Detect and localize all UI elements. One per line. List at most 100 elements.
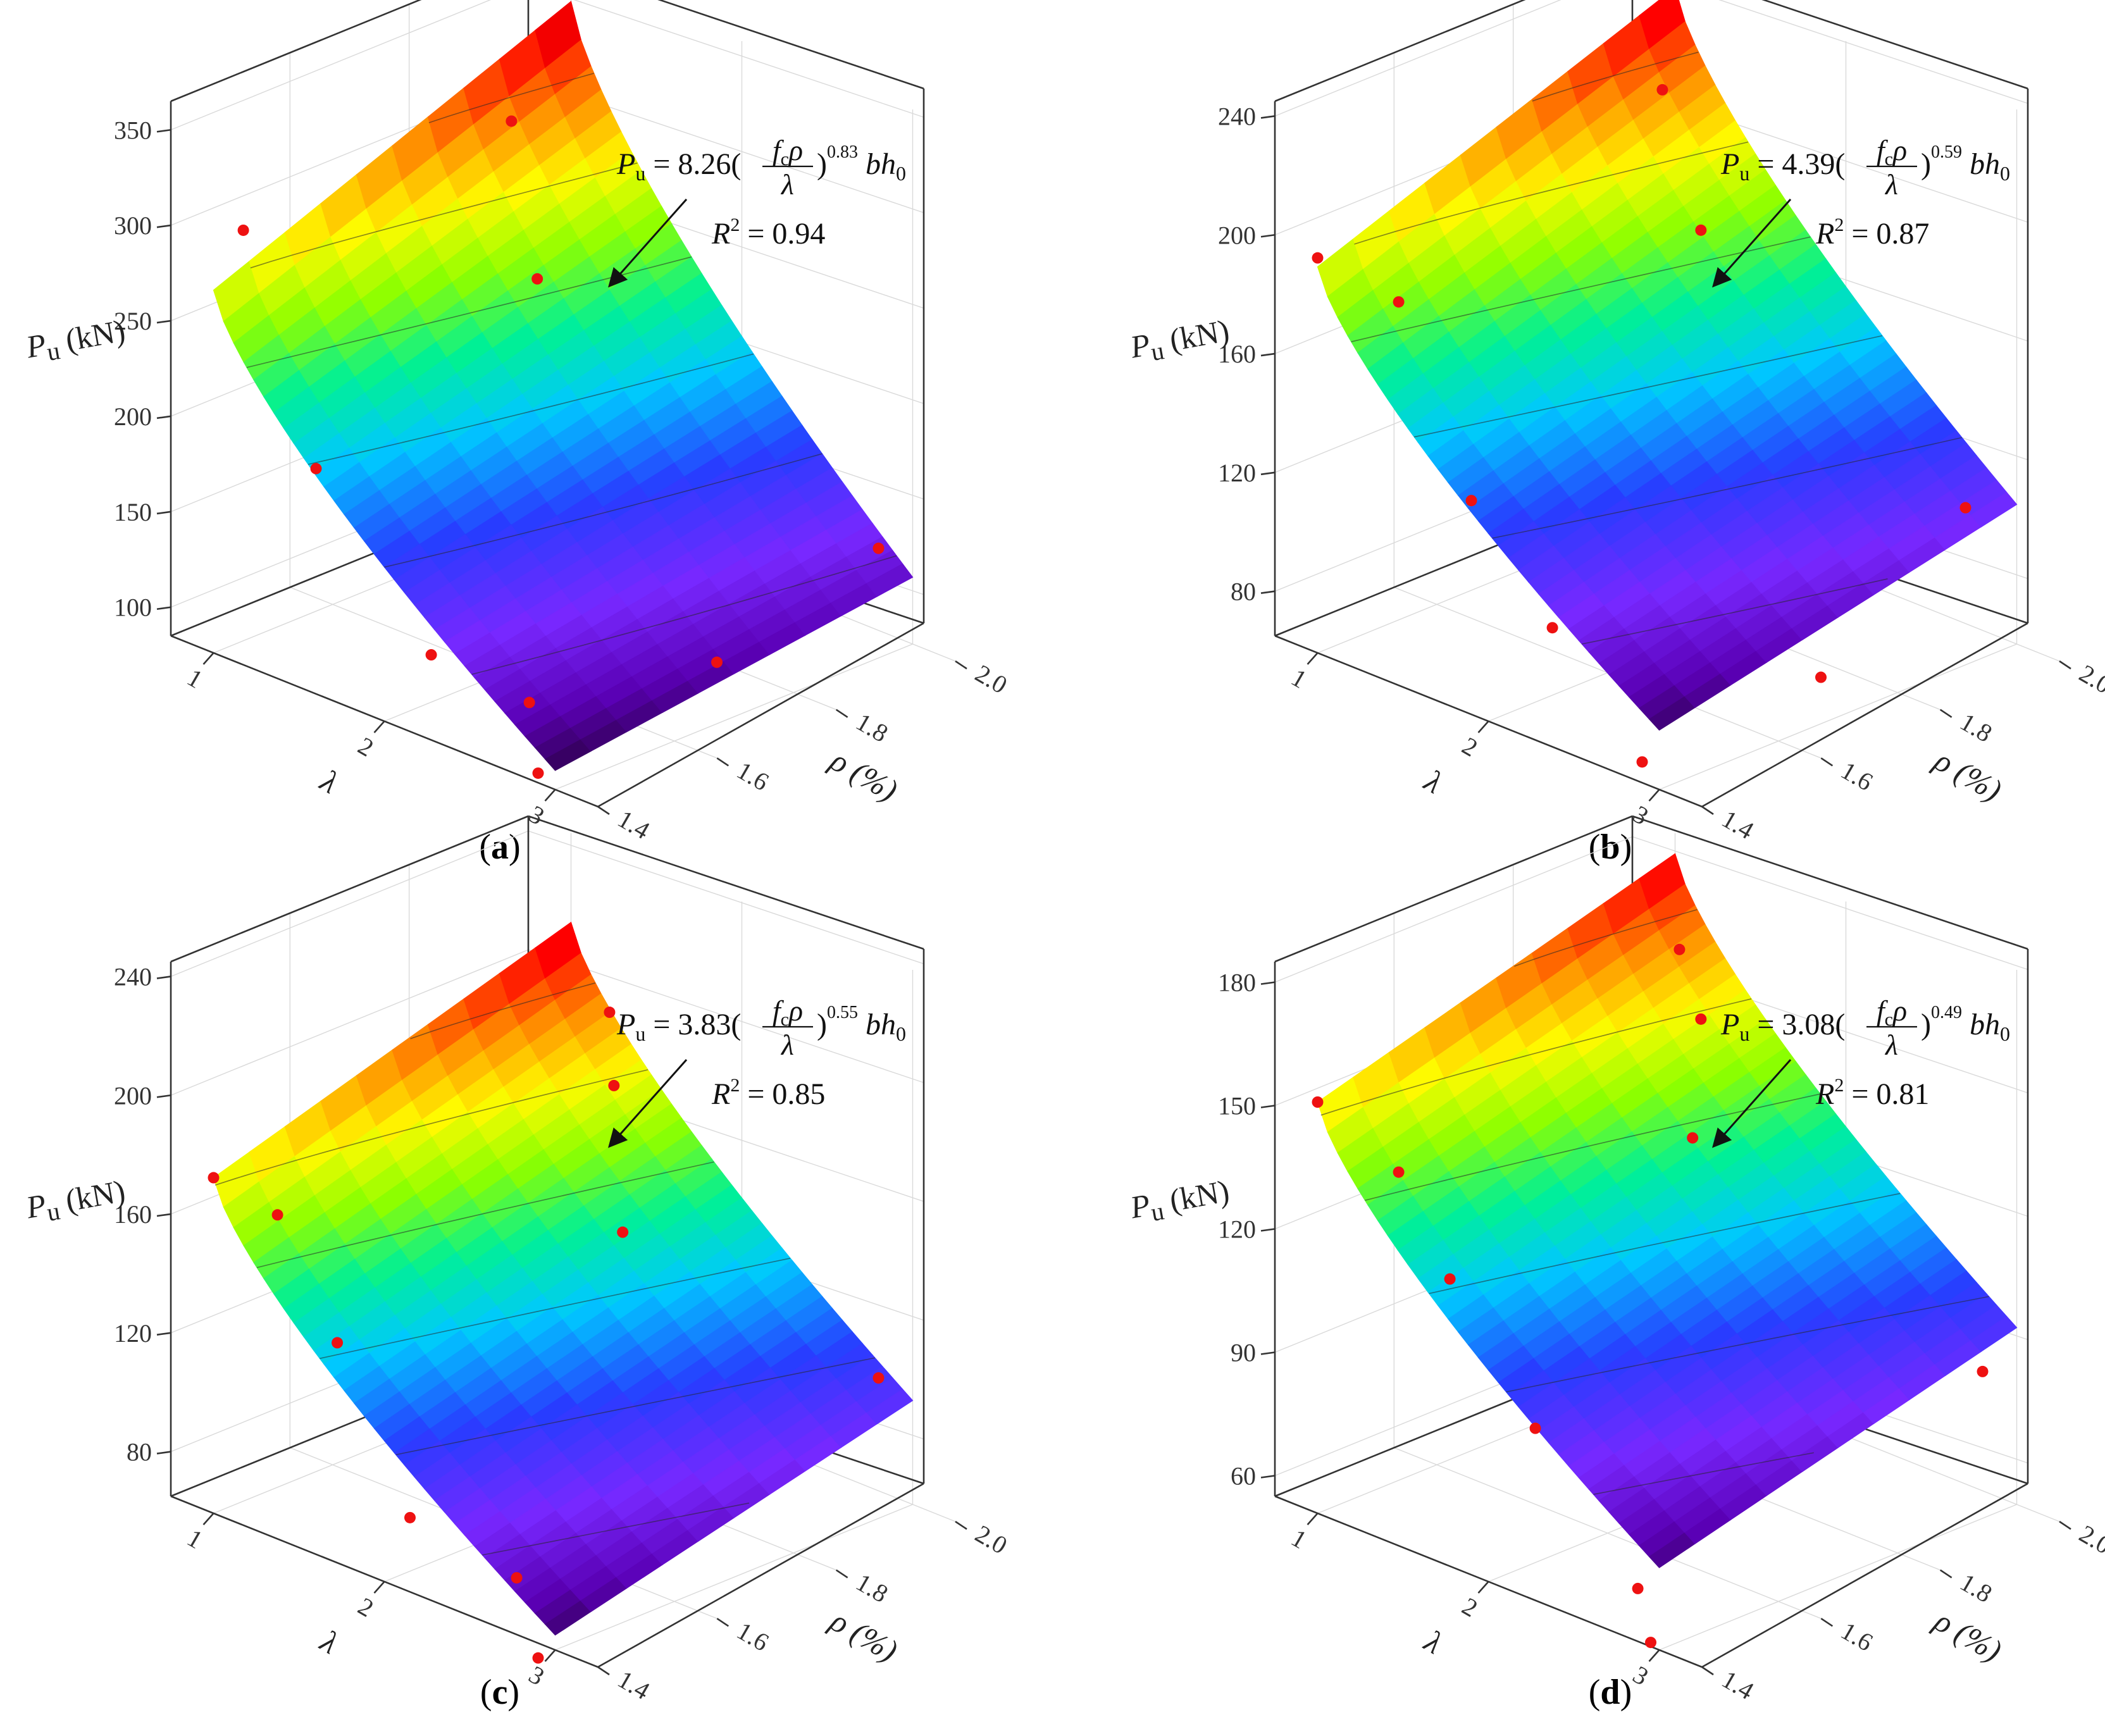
z-tick (156, 415, 171, 419)
axis-line (1274, 0, 1526, 102)
y-tick-label: 1.8 (1956, 707, 1997, 748)
y-tick-label: 1.4 (1717, 804, 1759, 845)
y-tick-label: 1.4 (613, 804, 655, 845)
y-tick-label: 2.0 (2075, 1519, 2105, 1559)
data-point (523, 697, 535, 709)
data-point (1673, 943, 1686, 955)
surface-patch (1970, 492, 2018, 528)
surface-contour (1492, 437, 1963, 539)
surface-contour (250, 162, 638, 269)
z-tick (156, 976, 171, 979)
x-tick-label: 1 (182, 663, 208, 694)
y-tick (1820, 1618, 1834, 1627)
z-tick-label: 180 (1218, 969, 1256, 997)
x-tick (1648, 1649, 1660, 1662)
data-point (604, 1007, 616, 1019)
x-tick-label: 2 (353, 731, 378, 762)
surface-contour (1429, 1193, 1901, 1294)
surface-contour (1351, 236, 1811, 342)
surface-contour (471, 555, 897, 675)
data-point (208, 1172, 220, 1184)
z-tick-label: 90 (1231, 1339, 1256, 1367)
z-tick (1260, 590, 1276, 594)
surface-contour (1506, 1296, 1989, 1392)
y-tick (955, 1520, 967, 1530)
data-point (872, 1372, 885, 1384)
surface-contour (395, 1357, 876, 1456)
y-tick-label: 1.6 (1836, 756, 1878, 797)
z-tick-label: 200 (114, 402, 152, 431)
annotation-arrow (608, 199, 688, 288)
data-point (1695, 1013, 1707, 1025)
surface-contour (1320, 998, 1752, 1116)
r-squared-label: R2 = 0.81 (1815, 1075, 1929, 1111)
data-point (531, 273, 543, 285)
data-point (425, 649, 437, 661)
surface-contour (320, 1258, 791, 1360)
surface-contour (1365, 1093, 1821, 1201)
experimental-points (1312, 943, 1989, 1649)
z-tick-label: 60 (1231, 1462, 1256, 1491)
y-tick-label: 1.6 (1836, 1616, 1878, 1657)
equation-lhs: Pu = 3.08( (1720, 1008, 1845, 1045)
z-tick-label: 80 (1231, 578, 1256, 606)
data-point (237, 224, 249, 236)
x-tick-label: 3 (524, 1660, 549, 1691)
data-point (1645, 1637, 1656, 1649)
x-tick (1477, 721, 1489, 733)
data-point (1687, 1132, 1699, 1144)
z-tick-label: 120 (1218, 459, 1256, 487)
y-tick (835, 709, 848, 718)
z-tick (1260, 1105, 1276, 1108)
experimental-points (237, 115, 885, 779)
surface-contour (1354, 141, 1749, 245)
x-axis-label: λ (1418, 762, 1448, 800)
axis-line (1701, 622, 2028, 808)
z-tick-label: 120 (1218, 1215, 1256, 1244)
equation-numerator: fcρ (773, 995, 803, 1030)
z-tick-label: 300 (114, 211, 152, 240)
surface-contour (1582, 578, 1888, 645)
z-axis-label: Pu (kN) (1127, 313, 1233, 370)
data-point (1695, 224, 1707, 236)
data-point (608, 1079, 620, 1091)
y-tick (2059, 660, 2071, 670)
equation-denominator: λ (1884, 168, 1898, 201)
z-tick (156, 606, 171, 611)
r-squared-label: R2 = 0.94 (711, 214, 825, 251)
data-point (271, 1209, 283, 1221)
surface-contour (1514, 909, 1698, 967)
z-tick-label: 200 (114, 1081, 152, 1110)
r-squared-label: R2 = 0.85 (711, 1075, 825, 1111)
y-tick-label: 1.4 (1717, 1665, 1759, 1705)
z-tick (156, 128, 171, 133)
surface-contour (428, 73, 594, 123)
equation-lhs: Pu = 8.26( (616, 147, 741, 185)
panel-caption: (d) (1589, 1673, 1632, 1712)
panel-caption: (c) (480, 1673, 519, 1712)
x-tick (1477, 1581, 1489, 1594)
surface-contour (256, 1161, 714, 1268)
x-axis-label: λ (1418, 1623, 1448, 1661)
x-tick (1307, 1513, 1319, 1525)
annotation-arrow (1712, 199, 1792, 288)
equation-denominator: λ (780, 1029, 794, 1061)
z-tick (156, 511, 171, 515)
axis-line (528, 815, 924, 950)
x-tick-label: 1 (182, 1523, 208, 1554)
z-tick (156, 319, 171, 324)
equation-rhs: )0.55 bh0 (817, 1003, 906, 1045)
z-tick (156, 224, 171, 228)
data-point (1312, 252, 1324, 264)
axis-line (170, 0, 422, 102)
axis-line (597, 1482, 924, 1668)
z-axis-label: Pu (kN) (23, 313, 128, 370)
x-tick (202, 1513, 214, 1525)
surface-contour (410, 982, 596, 1039)
data-point (1656, 84, 1668, 96)
z-tick (156, 1332, 171, 1336)
x-tick-label: 1 (1286, 663, 1312, 694)
x-tick (1648, 789, 1660, 802)
y-tick (716, 1618, 730, 1627)
